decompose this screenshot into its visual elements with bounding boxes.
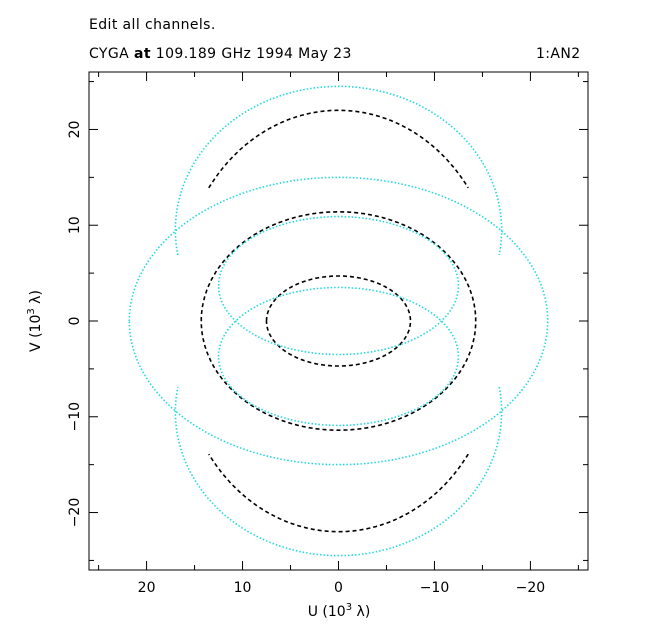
source-name: CYGA [89, 46, 130, 62]
x-tick-label: −20 [516, 580, 546, 596]
y-axis-label: V (103 λ) [26, 290, 44, 352]
uv-track [208, 109, 469, 189]
uv-track [265, 275, 412, 367]
y-tick-label: 10 [67, 216, 83, 234]
y-tick-label: 20 [67, 121, 83, 139]
uv-track [217, 215, 460, 356]
y-tick-label: −10 [67, 402, 83, 432]
ticks-layer: 20 10 0 −10 −20 20 10 0 −10 −20 [67, 72, 588, 596]
y-tick-label: −20 [67, 498, 83, 528]
uv-track [128, 176, 549, 466]
frequency-date: 109.189 GHz 1994 May 23 [155, 46, 352, 62]
x-tick-label: 10 [234, 580, 252, 596]
uv-track [208, 453, 469, 533]
x-tick-label: 20 [138, 580, 156, 596]
plot-frame [88, 71, 589, 571]
header-line1: Edit all channels. [89, 17, 216, 33]
uv-track [174, 386, 503, 557]
x-tick-label: −10 [420, 580, 450, 596]
y-tick-label: 0 [67, 317, 83, 326]
uv-track [200, 211, 477, 431]
x-tick-label: 0 [334, 580, 343, 596]
uv-track [174, 85, 503, 256]
observation-title: CYGA at 109.189 GHz 1994 May 23 [89, 46, 352, 62]
baseline-label: 1:AN2 [536, 46, 581, 62]
x-axis-label: U (103 λ) [308, 602, 371, 620]
uv-track [217, 286, 460, 427]
at-word: at [133, 46, 151, 62]
data-points-layer [128, 85, 549, 557]
